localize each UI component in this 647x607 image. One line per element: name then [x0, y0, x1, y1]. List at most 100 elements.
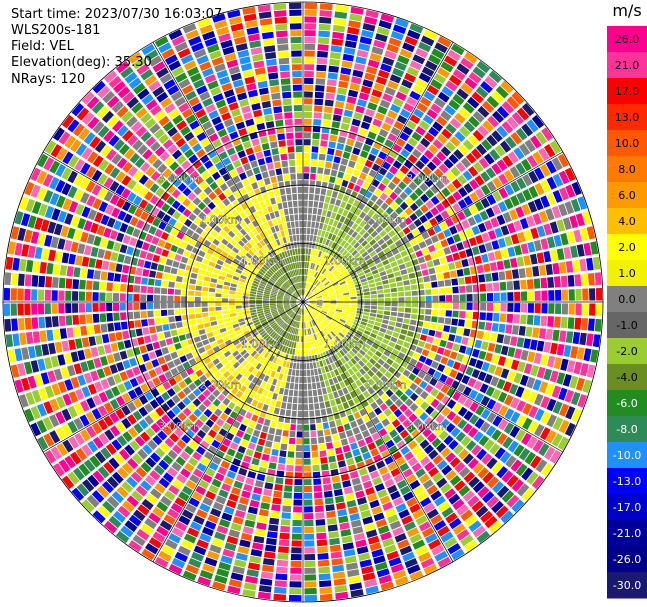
velocity-gate [332, 24, 346, 33]
velocity-gate [404, 398, 414, 407]
velocity-gate [471, 246, 480, 256]
velocity-gate [241, 490, 251, 499]
velocity-gate [246, 396, 253, 405]
velocity-gate [343, 297, 350, 300]
velocity-gate [12, 333, 20, 347]
velocity-gate [255, 151, 264, 160]
velocity-gate [24, 303, 31, 316]
velocity-gate [193, 336, 201, 343]
velocity-gate [280, 367, 285, 374]
velocity-gate [337, 302, 344, 304]
velocity-gate [330, 384, 337, 392]
velocity-gate [167, 251, 176, 260]
velocity-gate [309, 304, 316, 307]
velocity-gate [385, 206, 394, 215]
velocity-gate [369, 499, 380, 509]
velocity-gate [340, 223, 347, 231]
velocity-gate [366, 275, 374, 281]
velocity-gate [115, 263, 123, 273]
velocity-gate [481, 361, 490, 372]
velocity-gate [320, 312, 326, 317]
velocity-gate [276, 566, 288, 574]
velocity-gate [85, 303, 92, 313]
velocity-gate [304, 485, 312, 493]
velocity-gate [560, 316, 568, 329]
velocity-gate [334, 11, 348, 19]
velocity-gate [322, 278, 328, 284]
velocity-gate [530, 135, 542, 149]
velocity-gate [528, 420, 539, 434]
velocity-gate [298, 390, 303, 397]
velocity-gate [342, 290, 349, 294]
velocity-gate [88, 336, 96, 347]
velocity-gate [404, 143, 414, 153]
velocity-gate [188, 457, 199, 467]
velocity-gate [364, 302, 371, 306]
velocity-gate [313, 333, 318, 341]
velocity-gate [398, 85, 410, 95]
velocity-gate [409, 533, 423, 544]
velocity-gate [393, 225, 402, 234]
velocity-gate [66, 266, 74, 277]
velocity-gate [363, 254, 371, 261]
velocity-gate [303, 397, 308, 404]
velocity-gate [303, 438, 310, 445]
velocity-gate [485, 207, 495, 218]
velocity-gate [210, 508, 222, 518]
velocity-gate [373, 82, 385, 92]
velocity-gate [406, 232, 415, 241]
velocity-gate [328, 248, 333, 255]
velocity-gate [360, 261, 368, 268]
velocity-gate [315, 519, 326, 526]
velocity-gate [175, 321, 183, 329]
velocity-gate [312, 207, 318, 215]
velocity-gate [292, 348, 296, 355]
velocity-gate [320, 345, 325, 353]
velocity-gate [478, 157, 490, 169]
velocity-gate [392, 97, 404, 108]
velocity-gate [352, 448, 361, 457]
velocity-gate [450, 43, 465, 56]
velocity-gate [31, 317, 39, 329]
velocity-gate [222, 438, 232, 447]
velocity-gate [253, 535, 265, 544]
velocity-gate [367, 387, 375, 395]
velocity-gate [112, 293, 120, 301]
velocity-gate [192, 267, 200, 274]
velocity-gate [323, 202, 329, 210]
velocity-gate [377, 105, 388, 115]
velocity-gate [303, 308, 305, 315]
velocity-gate [367, 153, 377, 162]
velocity-gate [315, 307, 322, 310]
velocity-gate [404, 313, 411, 319]
velocity-gate [350, 76, 362, 85]
velocity-gate [355, 433, 363, 441]
velocity-gate [534, 167, 545, 180]
velocity-gate [409, 503, 421, 514]
velocity-gate [492, 481, 505, 494]
velocity-gate [333, 205, 339, 213]
velocity-gate [322, 223, 328, 231]
velocity-gate [484, 515, 498, 529]
velocity-gate [364, 522, 376, 532]
velocity-gate [282, 430, 289, 437]
velocity-gate [349, 390, 357, 399]
velocity-gate [449, 369, 458, 379]
velocity-gate [340, 201, 347, 209]
velocity-gate [393, 120, 404, 131]
velocity-gate [361, 240, 368, 247]
velocity-gate [582, 303, 589, 316]
velocity-gate [549, 449, 562, 464]
velocity-gate [190, 521, 202, 532]
velocity-gate [341, 285, 348, 290]
velocity-gate [321, 277, 327, 283]
velocity-gate [259, 373, 266, 381]
velocity-gate [48, 342, 56, 355]
velocity-gate [426, 108, 438, 120]
velocity-gate [447, 399, 457, 409]
velocity-gate [536, 252, 545, 264]
velocity-gate [540, 396, 550, 409]
velocity-gate [323, 302, 330, 304]
velocity-gate [471, 148, 482, 160]
velocity-gate [347, 236, 354, 244]
